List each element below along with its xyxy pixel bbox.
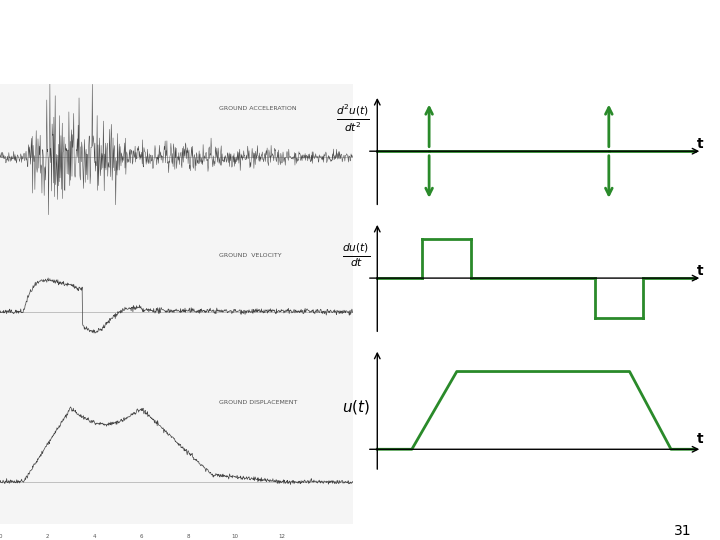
Text: GROUND DISPLACEMENT: GROUND DISPLACEMENT bbox=[219, 400, 297, 404]
Text: 31: 31 bbox=[674, 524, 691, 538]
Text: t: t bbox=[697, 137, 703, 151]
Text: t: t bbox=[697, 432, 703, 446]
Text: t: t bbox=[697, 264, 703, 278]
Text: Displacement versus acceleration (for the S-wave,
showing starting and stopping : Displacement versus acceleration (for th… bbox=[9, 23, 504, 63]
Text: $\frac{du(t)}{dt}$: $\frac{du(t)}{dt}$ bbox=[342, 241, 370, 269]
Text: INFLUENCE OF SOURCE PARAMETERS: INFLUENCE OF SOURCE PARAMETERS bbox=[9, 3, 178, 11]
Text: $u(t)$: $u(t)$ bbox=[342, 398, 370, 416]
Text: GROUND ACCELERATION: GROUND ACCELERATION bbox=[219, 106, 297, 111]
Text: $\frac{d^2u(t)}{dt^2}$: $\frac{d^2u(t)}{dt^2}$ bbox=[336, 103, 370, 134]
Text: GROUND  VELOCITY: GROUND VELOCITY bbox=[219, 253, 282, 258]
